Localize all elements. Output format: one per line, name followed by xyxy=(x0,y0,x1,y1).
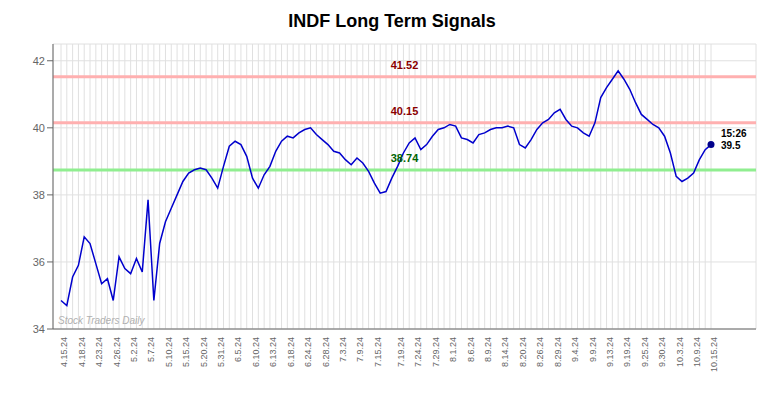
html-text:INDF Long Term Signals: INDF Long Term Signals xyxy=(288,11,496,31)
svg-text:8.14.24: 8.14.24 xyxy=(500,337,510,367)
svg-text:38: 38 xyxy=(33,189,45,201)
svg-text:6.10.24: 6.10.24 xyxy=(251,337,261,367)
svg-text:4.15.24: 4.15.24 xyxy=(59,337,69,367)
svg-text:4.26.24: 4.26.24 xyxy=(112,337,122,367)
svg-text:9.9.24: 9.9.24 xyxy=(588,337,598,362)
svg-text:6.13.24: 6.13.24 xyxy=(268,337,278,367)
svg-text:8.9.24: 8.9.24 xyxy=(483,337,493,362)
svg-text:6.28.24: 6.28.24 xyxy=(321,337,331,367)
svg-text:9.30.24: 9.30.24 xyxy=(657,337,667,367)
svg-text:34: 34 xyxy=(33,323,45,335)
svg-text:8.1.24: 8.1.24 xyxy=(448,337,458,362)
svg-text:40.15: 40.15 xyxy=(391,105,419,117)
svg-text:9.25.24: 9.25.24 xyxy=(640,337,650,367)
svg-text:5.15.24: 5.15.24 xyxy=(181,337,191,367)
svg-text:10.3.24: 10.3.24 xyxy=(675,337,685,367)
svg-text:8.20.24: 8.20.24 xyxy=(518,337,528,367)
svg-text:5.10.24: 5.10.24 xyxy=(164,337,174,367)
svg-text:5.2.24: 5.2.24 xyxy=(129,337,139,362)
svg-text:7.15.24: 7.15.24 xyxy=(373,337,383,367)
svg-text:9.4.24: 9.4.24 xyxy=(570,337,580,362)
svg-text:40: 40 xyxy=(33,122,45,134)
svg-text:38.74: 38.74 xyxy=(391,152,419,164)
svg-text:36: 36 xyxy=(33,256,45,268)
svg-text:8.26.24: 8.26.24 xyxy=(535,337,545,367)
svg-text:9.19.24: 9.19.24 xyxy=(622,337,632,367)
svg-text:7.3.24: 7.3.24 xyxy=(338,337,348,362)
svg-text:7.9.24: 7.9.24 xyxy=(355,337,365,362)
svg-text:7.19.24: 7.19.24 xyxy=(396,337,406,367)
svg-text:15:2639.5: 15:2639.5 xyxy=(721,128,747,151)
svg-text:Stock Traders Daily: Stock Traders Daily xyxy=(58,315,146,326)
svg-text:5.31.24: 5.31.24 xyxy=(216,337,226,367)
svg-text:8.6.24: 8.6.24 xyxy=(466,337,476,362)
svg-text:4.23.24: 4.23.24 xyxy=(94,337,104,367)
svg-text:8.29.24: 8.29.24 xyxy=(553,337,563,367)
svg-text:5.7.24: 5.7.24 xyxy=(146,337,156,362)
svg-text:10.9.24: 10.9.24 xyxy=(692,337,702,367)
svg-text:9.13.24: 9.13.24 xyxy=(605,337,615,367)
svg-text:10.15.24: 10.15.24 xyxy=(709,337,719,372)
svg-text:41.52: 41.52 xyxy=(391,59,419,71)
svg-text:42: 42 xyxy=(33,55,45,67)
svg-text:6.5.24: 6.5.24 xyxy=(233,337,243,362)
svg-text:6.24.24: 6.24.24 xyxy=(303,337,313,367)
svg-text:5.20.24: 5.20.24 xyxy=(199,337,209,367)
svg-text:7.29.24: 7.29.24 xyxy=(431,337,441,367)
svg-text:7.24.24: 7.24.24 xyxy=(413,337,423,367)
svg-text:6.18.24: 6.18.24 xyxy=(286,337,296,367)
svg-text:4.18.24: 4.18.24 xyxy=(77,337,87,367)
